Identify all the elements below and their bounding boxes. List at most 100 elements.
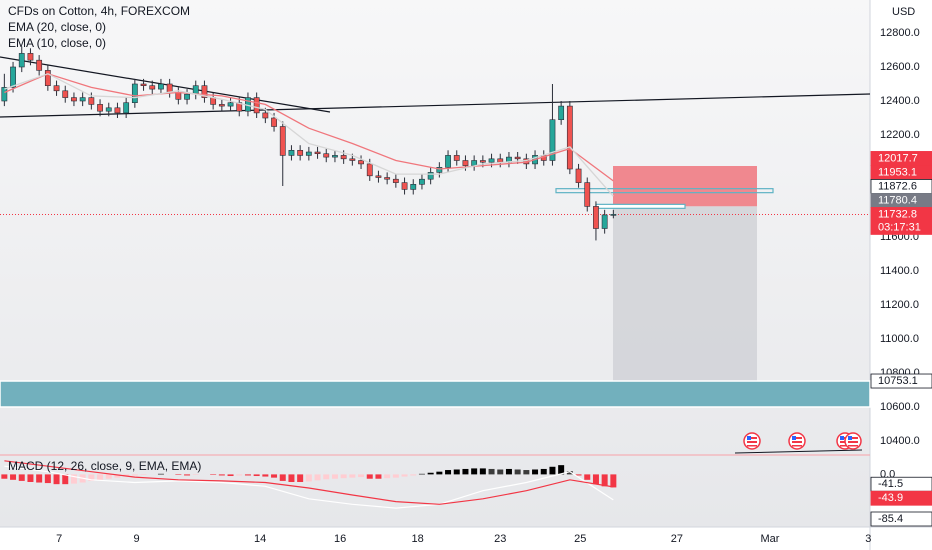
y-tick-label: 12200.0 (880, 129, 920, 141)
candle-body (62, 90, 69, 98)
marks (1, 46, 617, 509)
histogram-bar (297, 474, 304, 482)
drawings (0, 166, 871, 408)
price-tag-label: 11780.4 (878, 194, 917, 206)
histogram-bar (540, 468, 547, 475)
candle-body (79, 97, 86, 102)
price-tag (870, 511, 932, 527)
histogram-bar (18, 474, 25, 481)
level-box (555, 188, 774, 194)
histogram-bar (532, 469, 539, 475)
histogram-bar (279, 474, 286, 481)
price-tag-label: 11732.8 (878, 208, 917, 220)
y-tick-label: 11000.0 (880, 333, 919, 345)
candle-body (332, 155, 338, 158)
histogram-bar (505, 468, 512, 475)
candle-body (236, 102, 243, 112)
y-tick-label: 12600.0 (880, 61, 920, 73)
histogram-bar (427, 472, 434, 475)
y-tick-label: 12800.0 (880, 27, 920, 39)
countdown-label: 03:17:31 (878, 221, 921, 233)
histogram-bar (288, 474, 295, 482)
histogram-bar (584, 474, 591, 480)
histogram-bar (445, 470, 452, 475)
time-axis-background (0, 527, 870, 550)
candle-body (375, 175, 382, 178)
histogram-bar (253, 474, 260, 477)
candle-body (305, 151, 312, 156)
price-tag-label: 11953.1 (878, 166, 917, 178)
histogram-bar (97, 474, 104, 480)
histogram-bar (105, 474, 112, 479)
y-tick-label: 10600.0 (880, 401, 920, 413)
y-tick-label: 11400.0 (880, 265, 919, 277)
x-tick-label: 3 (865, 533, 871, 545)
event-flag[interactable] (788, 432, 806, 450)
trend-line (0, 93, 871, 118)
candle-body (392, 178, 399, 183)
histogram-bar (236, 474, 243, 476)
histogram-bar (375, 474, 382, 479)
histogram-bar (523, 470, 530, 475)
histogram-bar (62, 474, 69, 485)
histogram-bar (262, 474, 269, 477)
candle-body (462, 160, 469, 166)
histogram-bar (453, 469, 460, 475)
candle-body (601, 214, 608, 229)
histogram-bar (323, 474, 330, 480)
candle-body (593, 206, 599, 229)
candle-body (584, 182, 591, 207)
event-line (734, 449, 863, 454)
histogram-bar (305, 474, 312, 482)
candle-body (410, 184, 417, 190)
candle-body (427, 172, 434, 180)
candle-body (471, 160, 478, 166)
candle-body (340, 155, 347, 160)
candle-body (10, 66, 16, 88)
histogram-bar (157, 473, 164, 475)
histogram-bar (558, 465, 565, 475)
event-flag[interactable] (743, 432, 761, 450)
legend-entry: EMA (10, close, 0) (8, 36, 106, 50)
price-tag (870, 207, 932, 235)
price-tag-label: 11872.6 (878, 180, 917, 192)
histogram-bar (53, 474, 60, 485)
histogram-bar (340, 474, 347, 479)
histogram-bar (210, 474, 217, 475)
candle-body (314, 151, 321, 155)
x-tick-label: 7 (56, 533, 62, 545)
candle-body (288, 150, 295, 156)
candle-body (140, 83, 147, 86)
candle-body (610, 214, 617, 216)
histogram-bar (271, 474, 278, 478)
histogram-bar (27, 474, 34, 482)
candle-body (149, 85, 156, 90)
currency-label: USD (892, 6, 915, 18)
candle-body (358, 160, 364, 165)
histogram-bar (514, 469, 521, 475)
candle-body (218, 104, 225, 107)
price-tag-label: 12017.7 (878, 152, 918, 164)
candle-body (44, 70, 51, 86)
price-tag (870, 490, 932, 506)
histogram-bar (418, 473, 425, 475)
price-tag-label: -85.4 (878, 513, 903, 525)
candle-body (114, 107, 121, 114)
candle-body (192, 85, 199, 95)
candle-body (514, 156, 521, 160)
histogram-bar (10, 474, 17, 480)
histogram-bar (131, 474, 138, 476)
stop-zone (613, 166, 757, 207)
candle-body (253, 97, 260, 114)
event-flag[interactable] (844, 432, 862, 450)
histogram-bar (366, 474, 373, 479)
histogram-bar (218, 474, 225, 476)
histogram-bar (44, 474, 51, 484)
candle-body (184, 93, 190, 100)
candle-body (453, 155, 460, 161)
candle-body (227, 102, 234, 107)
histogram-bar (70, 474, 77, 484)
legend-entry: EMA (20, close, 0) (8, 20, 106, 34)
histogram-bar (184, 474, 191, 476)
candle-body (53, 85, 60, 92)
